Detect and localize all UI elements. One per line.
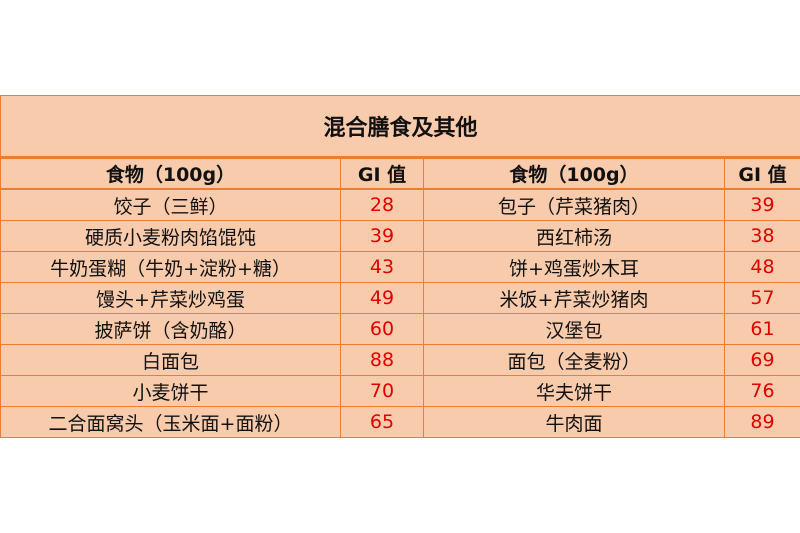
table-row: 饺子（三鲜） 28 包子（芹菜猪肉） 39 — [0, 188, 800, 221]
gi-cell-right: 38 — [723, 220, 800, 252]
gi-cell-left: 43 — [340, 251, 424, 283]
gi-cell-left: 39 — [340, 220, 424, 252]
table-row: 硬质小麦粉肉馅馄饨 39 西红柿汤 38 — [0, 220, 800, 252]
food-cell-left: 披萨饼（含奶酪） — [0, 313, 341, 345]
header-food-left: 食物（100g） — [0, 157, 341, 190]
gi-table: 混合膳食及其他 食物（100g） GI 值 食物（100g） GI 值 饺子（三… — [0, 95, 800, 438]
gi-cell-left: 28 — [340, 188, 424, 221]
gi-cell-right: 61 — [723, 313, 800, 345]
food-cell-left: 白面包 — [0, 344, 341, 376]
gi-cell-right: 69 — [723, 344, 800, 376]
food-cell-left: 牛奶蛋糊（牛奶+淀粉+糖） — [0, 251, 341, 283]
gi-cell-left: 49 — [340, 282, 424, 314]
header-food-right: 食物（100g） — [423, 157, 725, 190]
gi-cell-left: 65 — [340, 406, 424, 438]
title-row: 混合膳食及其他 — [0, 95, 800, 159]
table-row: 小麦饼干 70 华夫饼干 76 — [0, 375, 800, 407]
table-row: 披萨饼（含奶酪） 60 汉堡包 61 — [0, 313, 800, 345]
gi-cell-left: 88 — [340, 344, 424, 376]
food-cell-right: 汉堡包 — [423, 313, 725, 345]
food-cell-right: 西红柿汤 — [423, 220, 725, 252]
food-cell-right: 华夫饼干 — [423, 375, 725, 407]
food-cell-left: 二合面窝头（玉米面+面粉） — [0, 406, 341, 438]
food-cell-right: 牛肉面 — [423, 406, 725, 438]
food-cell-right: 包子（芹菜猪肉） — [423, 188, 725, 221]
header-gi-right: GI 值 — [723, 157, 800, 190]
header-row: 食物（100g） GI 值 食物（100g） GI 值 — [0, 157, 800, 190]
header-gi-left: GI 值 — [340, 157, 424, 190]
table-title: 混合膳食及其他 — [0, 95, 800, 159]
food-cell-right: 米饭+芹菜炒猪肉 — [423, 282, 725, 314]
gi-cell-left: 70 — [340, 375, 424, 407]
gi-cell-right: 89 — [723, 406, 800, 438]
table-row: 馒头+芹菜炒鸡蛋 49 米饭+芹菜炒猪肉 57 — [0, 282, 800, 314]
food-cell-left: 饺子（三鲜） — [0, 188, 341, 221]
gi-cell-right: 48 — [723, 251, 800, 283]
food-cell-left: 馒头+芹菜炒鸡蛋 — [0, 282, 341, 314]
food-cell-right: 饼+鸡蛋炒木耳 — [423, 251, 725, 283]
food-cell-left: 小麦饼干 — [0, 375, 341, 407]
gi-cell-right: 39 — [723, 188, 800, 221]
food-cell-right: 面包（全麦粉） — [423, 344, 725, 376]
gi-cell-right: 76 — [723, 375, 800, 407]
gi-cell-left: 60 — [340, 313, 424, 345]
table-row: 牛奶蛋糊（牛奶+淀粉+糖） 43 饼+鸡蛋炒木耳 48 — [0, 251, 800, 283]
food-cell-left: 硬质小麦粉肉馅馄饨 — [0, 220, 341, 252]
table-row: 二合面窝头（玉米面+面粉） 65 牛肉面 89 — [0, 406, 800, 438]
table-row: 白面包 88 面包（全麦粉） 69 — [0, 344, 800, 376]
gi-cell-right: 57 — [723, 282, 800, 314]
